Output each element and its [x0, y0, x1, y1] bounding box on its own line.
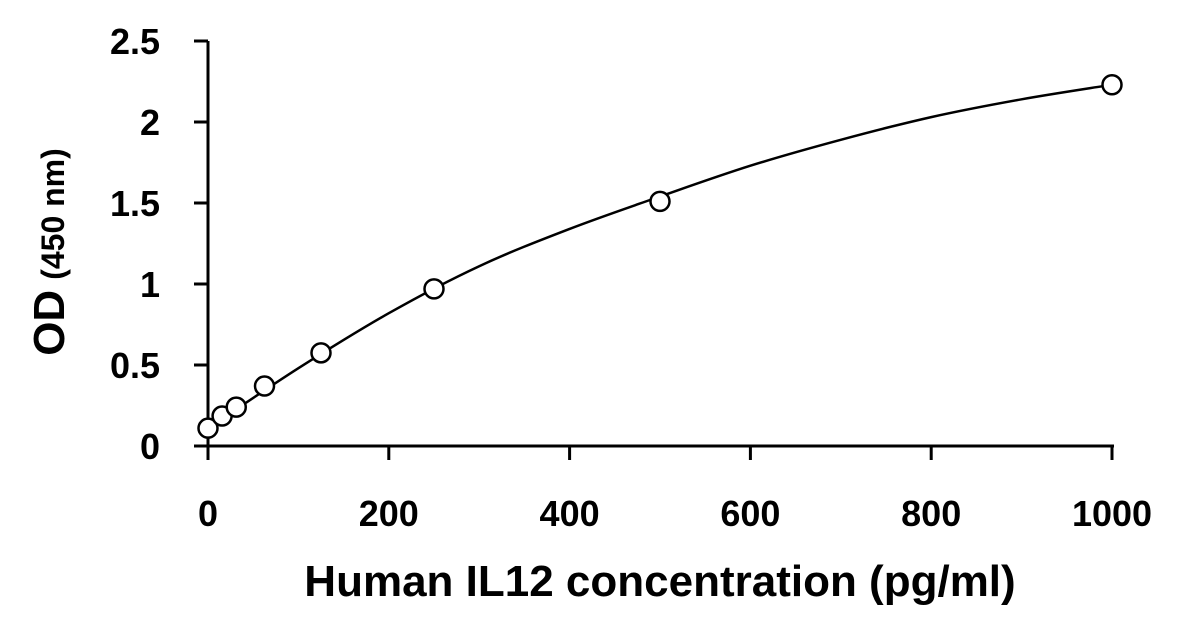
- tick-labels: 0 0.5 1 1.5 2 2.5 0 200 400 600 800 1000: [110, 21, 1152, 534]
- data-points: [197, 73, 1123, 439]
- data-point: [649, 190, 671, 213]
- x-tick-label: 0: [198, 493, 218, 534]
- fit-curve: [207, 83, 1113, 430]
- data-point: [423, 278, 445, 300]
- x-tick-label: 600: [720, 493, 780, 534]
- y-axis-title-main: OD: [25, 290, 74, 356]
- y-tick-label: 2: [140, 102, 160, 143]
- y-tick-label: 0.5: [110, 345, 160, 386]
- axes: [194, 39, 1114, 460]
- y-tick-label: 1.5: [110, 183, 160, 224]
- x-axis-title: Human IL12 concentration (pg/ml): [304, 557, 1015, 606]
- y-tick-label: 2.5: [110, 21, 160, 62]
- y-axis-title: OD (450 nm): [25, 148, 74, 356]
- x-tick-label: 400: [540, 493, 600, 534]
- fit-curve-group: [207, 83, 1113, 430]
- y-axis-title-unit: (450 nm): [35, 148, 71, 280]
- data-point: [1101, 73, 1123, 96]
- data-point: [253, 375, 276, 397]
- y-tick-label: 0: [140, 426, 160, 467]
- x-tick-label: 200: [359, 493, 419, 534]
- y-tick-label: 1: [140, 264, 160, 305]
- x-tick-label: 1000: [1072, 493, 1152, 534]
- data-point: [225, 396, 247, 418]
- data-point: [197, 417, 219, 439]
- x-tick-label: 800: [901, 493, 961, 534]
- data-point: [310, 342, 332, 364]
